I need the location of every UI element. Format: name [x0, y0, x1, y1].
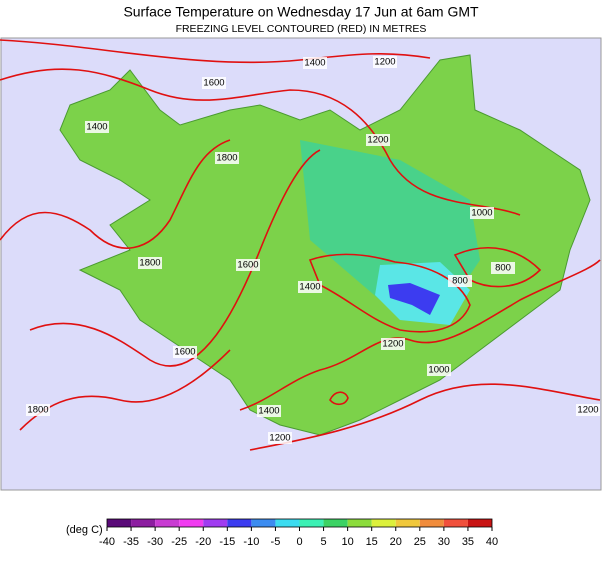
colorbar-swatch — [251, 519, 276, 527]
contour-label-bg — [26, 404, 50, 416]
contour-label: 1000 — [471, 208, 492, 219]
colorbar-swatch — [347, 519, 372, 527]
contour-label-bg — [85, 121, 109, 133]
colorbar-tick-label: -15 — [219, 536, 235, 548]
contour-label-bg — [303, 57, 327, 69]
colorbar-swatch — [227, 519, 252, 527]
contour-label: 800 — [495, 263, 511, 274]
contour-label: 1600 — [203, 78, 224, 89]
contour-label: 1200 — [382, 339, 403, 350]
colorbar-tick-label: -30 — [147, 536, 163, 548]
contour-label-bg — [381, 338, 405, 350]
title: Surface Temperature on Wednesday 17 Jun … — [123, 4, 479, 20]
colorbar-swatch — [467, 519, 492, 527]
contour-line — [249, 383, 601, 451]
colorbar-tick-label: 15 — [366, 536, 378, 548]
contour-label-bg — [298, 281, 322, 293]
colorbar-swatch — [155, 519, 180, 527]
colorbar-tick-label: 35 — [462, 536, 474, 548]
contour-label: 1000 — [428, 365, 449, 376]
contour-line — [239, 259, 601, 411]
contour-line — [0, 39, 431, 64]
contour-label: 1800 — [139, 258, 160, 269]
contour-label: 1400 — [258, 406, 279, 417]
colorbar-tick-label: 25 — [414, 536, 426, 548]
contour-label-bg — [427, 364, 451, 376]
contour-label: 1400 — [299, 282, 320, 293]
contour-label-bg — [173, 346, 197, 358]
contour-line — [0, 139, 231, 249]
colorbar-tick-label: 5 — [321, 536, 327, 548]
contour-label: 1400 — [86, 122, 107, 133]
colorbar-tick-label: -10 — [243, 536, 259, 548]
contour-label: 1800 — [216, 153, 237, 164]
contour-label: 1200 — [577, 405, 598, 416]
colorbar-swatch — [395, 519, 420, 527]
contour-line — [0, 68, 521, 216]
contour-labels: 1400 1200 1600 1400 1800 1200 1000 1800 1600 1400… — [26, 56, 600, 444]
colorbar-tick-label: -25 — [171, 536, 187, 548]
glacier-cold — [388, 283, 440, 315]
contour-label-bg — [373, 56, 397, 68]
contour-label-bg — [470, 207, 494, 219]
contour-line — [329, 391, 349, 406]
contour-label: 1200 — [269, 433, 290, 444]
colorbar-swatch — [443, 519, 468, 527]
contour-label-bg — [448, 275, 472, 287]
colorbar-swatch — [299, 519, 324, 527]
colorbar-swatch — [107, 519, 132, 527]
colorbar-tick-label: -20 — [195, 536, 211, 548]
colorbar-tick-label: -5 — [271, 536, 281, 548]
colorbar-tick-label: 20 — [390, 536, 402, 548]
colorbar-swatch — [203, 519, 228, 527]
contour-label-bg — [257, 405, 281, 417]
contour-line — [453, 247, 542, 288]
contour-label: 1600 — [174, 347, 195, 358]
colorbar-swatch — [419, 519, 444, 527]
contour-label: 1400 — [304, 58, 325, 69]
contour-label-bg — [366, 134, 390, 146]
contour-label: 800 — [452, 276, 468, 287]
colorbar-swatch — [275, 519, 300, 527]
colorbar-tick-label: -35 — [123, 536, 139, 548]
contour-line — [29, 149, 321, 367]
colorbar-tick-label: 0 — [296, 536, 302, 548]
contour-label: 1200 — [367, 135, 388, 146]
contour-label-bg — [215, 152, 239, 164]
colorbar-tick-label: -40 — [99, 536, 115, 548]
colorbar-label: (deg C) — [66, 524, 103, 536]
contour-label-bg — [202, 77, 226, 89]
contour-label: 1200 — [374, 57, 395, 68]
colorbar-swatch — [131, 519, 156, 527]
contour-label-bg — [576, 404, 600, 416]
subtitle: FREEZING LEVEL CONTOURED (RED) IN METRES — [176, 23, 427, 35]
colorbar-swatch — [323, 519, 348, 527]
contour-label-bg — [491, 262, 515, 274]
contour-label-bg — [268, 432, 292, 444]
colorbar-swatch — [371, 519, 396, 527]
colorbar-tick-label: 30 — [438, 536, 450, 548]
contour-line — [308, 253, 471, 333]
contour-label-bg — [138, 257, 162, 269]
contour-label-bg — [236, 259, 260, 271]
contour-label: 1800 — [27, 405, 48, 416]
contour-label: 1600 — [237, 260, 258, 271]
colorbar: (deg C) -40 -35 -30 -25 -20 -15 -10 -5 0 5 10 15 20 2… — [66, 518, 498, 548]
contours — [0, 39, 601, 451]
colorbar-swatch — [179, 519, 204, 527]
colorbar-tick-label: 10 — [342, 536, 354, 548]
colorbar-tick-label: 40 — [486, 536, 498, 548]
